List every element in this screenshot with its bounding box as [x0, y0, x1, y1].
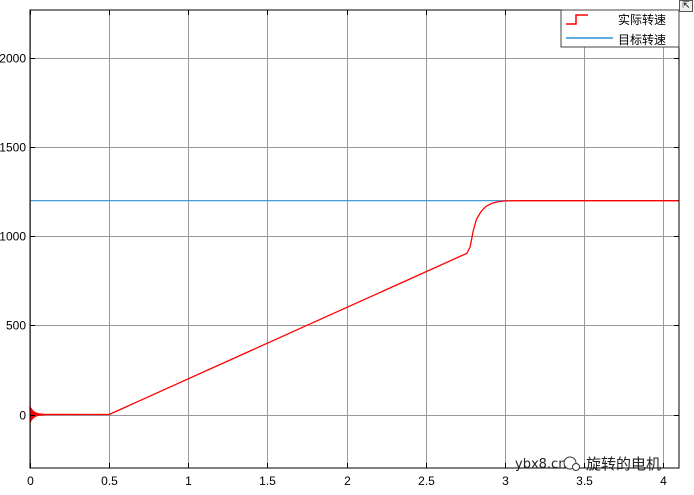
- x-tick-label: 3.5: [576, 474, 593, 488]
- series-line-actual-speed: [29, 200, 679, 423]
- chat-bubble-icon-small: [572, 463, 580, 471]
- grid-lines: [30, 10, 679, 468]
- x-tick-label: 3: [502, 474, 509, 488]
- legend-label-target-speed: 目标转速: [618, 32, 666, 47]
- y-tick-label: 2000: [0, 52, 26, 66]
- legend-label-actual-speed: 实际转速: [618, 12, 666, 27]
- x-tick-label: 0: [27, 474, 34, 488]
- x-tick-label: 1.5: [259, 474, 276, 488]
- x-tick-label: 0.5: [101, 474, 118, 488]
- y-tick-label: 1000: [0, 230, 26, 244]
- tick-layer: 0 0.5 1 1.5 2 2.5 3 3.5 4 0 500 1000 1500 2000: [0, 10, 679, 488]
- legend-swatch-actual-speed: [566, 14, 588, 25]
- plot-border: [29, 9, 680, 469]
- restore-button[interactable]: ⇱: [679, 0, 693, 12]
- x-tick-label: 4: [660, 474, 667, 488]
- y-tick-label: 1500: [0, 141, 26, 155]
- x-tick-label: 2: [344, 474, 351, 488]
- x-tick-label: 1: [185, 474, 192, 488]
- legend[interactable]: 实际转速 目标转速: [560, 9, 680, 48]
- legend-box: [560, 9, 680, 48]
- x-tick-label: 2.5: [418, 474, 435, 488]
- watermark: ybx8.cn 旋转的电机: [515, 455, 661, 473]
- watermark-site: ybx8.cn: [515, 457, 566, 472]
- series-layer: [29, 200, 679, 423]
- y-tick-label: 0: [19, 409, 26, 423]
- watermark-name: 旋转的电机: [586, 455, 661, 473]
- y-tick-label: 500: [6, 319, 26, 333]
